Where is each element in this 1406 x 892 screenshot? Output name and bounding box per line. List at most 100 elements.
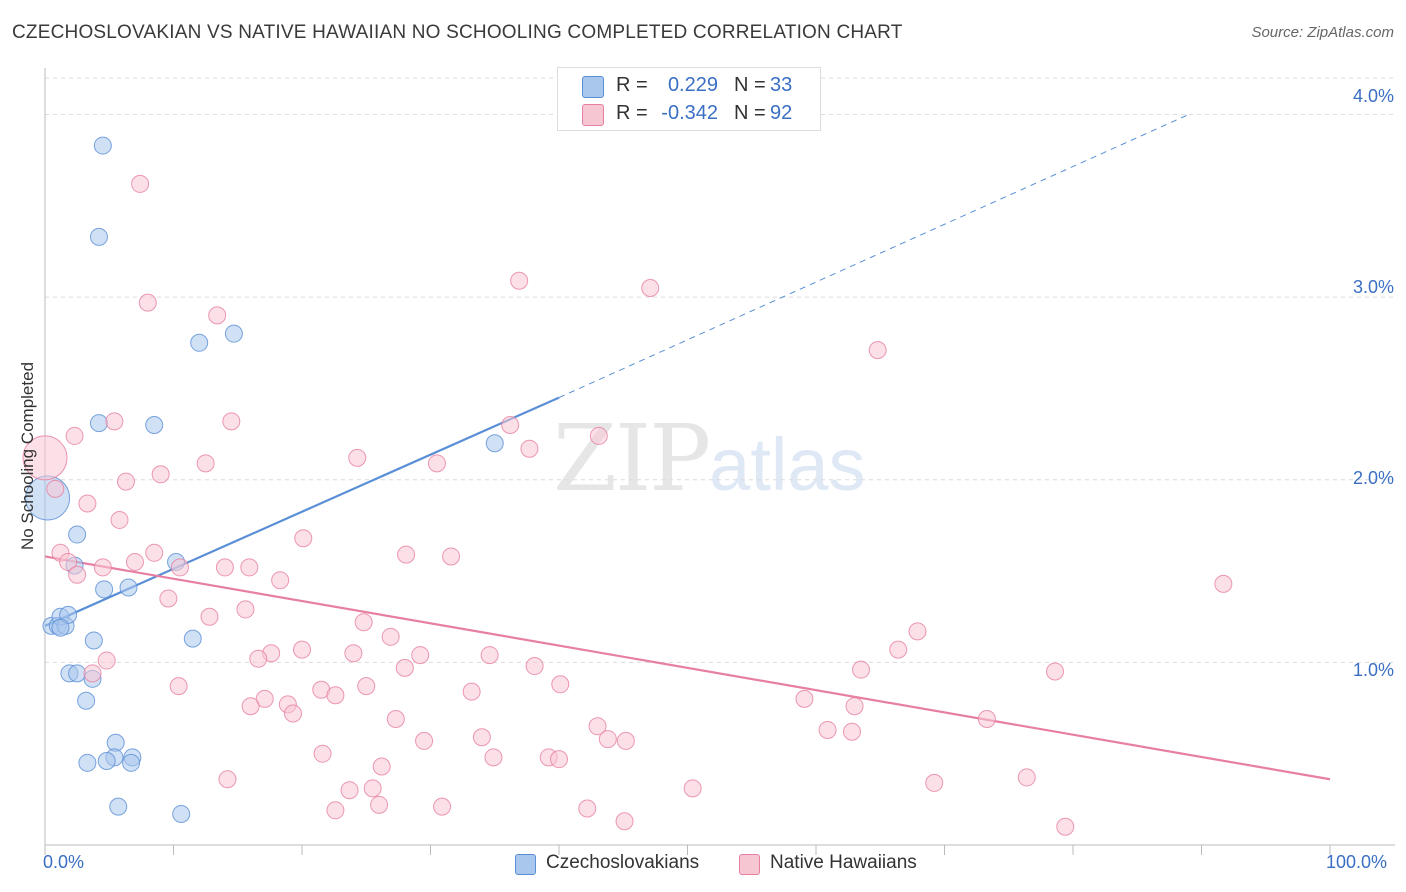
native-hawaiian-point: [484, 748, 503, 767]
legend-row-czechoslovakians: R = 0.229 N = 33: [558, 73, 820, 101]
native-hawaiian-point: [818, 720, 837, 739]
czechoslovakian-point: [89, 227, 108, 246]
r-value: -0.342: [661, 102, 718, 124]
native-hawaiian-point: [125, 552, 144, 571]
native-hawaiian-point: [510, 271, 529, 290]
native-hawaiian-point: [578, 799, 597, 818]
native-hawaiian-point: [46, 479, 65, 498]
native-hawaiian-point: [344, 644, 363, 663]
czechoslovakian-point: [68, 664, 87, 683]
native-hawaiian-point: [240, 558, 259, 577]
native-hawaiian-point: [395, 658, 414, 677]
axes: [44, 68, 1395, 855]
native-hawaiian-point: [357, 677, 376, 696]
legend-label: Czechoslovakians: [546, 852, 700, 873]
native-hawaiian-point: [683, 779, 702, 798]
native-hawaiian-point: [415, 731, 434, 750]
watermark-atlas: atlas: [709, 423, 866, 506]
trend-line-extension: [558, 114, 1189, 399]
native-hawaiian-point: [326, 686, 345, 705]
native-hawaiian-point: [294, 529, 313, 548]
native-hawaiian-point: [598, 730, 617, 749]
native-hawaiian-point: [326, 801, 345, 820]
czechoslovakian-point: [190, 333, 209, 352]
czechoslovakian-point: [84, 631, 103, 650]
native-hawaiian-point: [589, 426, 608, 445]
trend-line-native-hawaiians: [44, 555, 1331, 781]
native-hawaiian-point: [381, 627, 400, 646]
y-tick-3: 3.0%: [1352, 277, 1394, 297]
native-hawaiian-point: [138, 293, 157, 312]
native-hawaiian-point: [525, 657, 544, 676]
czechoslovakian-point: [68, 525, 87, 544]
native-hawaiian-point: [1017, 768, 1036, 787]
czechoslovakian-point: [95, 580, 114, 599]
native-hawaiian-point: [93, 558, 112, 577]
native-hawaiian-point: [22, 435, 68, 481]
native-hawaiian-point: [78, 494, 97, 513]
native-hawaiian-point: [200, 607, 219, 626]
native-hawaiian-point: [145, 543, 164, 562]
n-value: 33: [770, 74, 793, 96]
native-hawaiian-point: [616, 731, 635, 750]
watermark-zip: ZIP: [553, 405, 711, 512]
native-hawaiian-point: [116, 472, 135, 491]
legend-swatch-czechoslovakians: [582, 76, 604, 98]
czechoslovakian-point: [122, 753, 141, 772]
n-label: N =: [734, 74, 766, 96]
y-tick-1: 1.0%: [1352, 660, 1394, 680]
watermark: ZIPatlas: [553, 405, 865, 512]
native-hawaiian-point: [397, 545, 416, 564]
native-hawaiian-point: [472, 728, 491, 747]
native-hawaiian-point: [386, 709, 405, 728]
czechoslovakian-point: [109, 797, 128, 816]
czechoslovakian-point: [224, 324, 243, 343]
native-hawaiian-point: [241, 697, 260, 716]
native-hawaiian-point: [908, 622, 927, 641]
native-hawaiian-point: [236, 600, 255, 619]
czechoslovakian-point: [119, 578, 138, 597]
czechoslovakian-point: [485, 434, 504, 453]
native-hawaiian-point: [293, 640, 311, 659]
native-hawaiian-point: [196, 454, 215, 473]
r-value: 0.229: [667, 74, 718, 96]
native-hawaiian-point: [795, 689, 814, 708]
native-hawaiian-point: [105, 412, 124, 431]
native-hawaiian-point: [215, 558, 234, 577]
y-axis-label: No Schooling Completed: [18, 361, 37, 551]
data-points: [22, 136, 1233, 836]
native-hawaiian-point: [68, 565, 87, 584]
legend-swatch-native-hawaiians: [739, 854, 760, 875]
native-hawaiian-point: [462, 682, 481, 701]
correlation-legend: R = 0.229 N = 33 R = -0.342 N = 92: [557, 67, 821, 131]
native-hawaiian-point: [551, 675, 570, 694]
czechoslovakian-point: [97, 751, 116, 770]
y-tick-2: 2.0%: [1352, 468, 1394, 488]
chart-title: CZECHOSLOVAKIAN VS NATIVE HAWAIIAN NO SC…: [12, 22, 903, 43]
native-hawaiian-point: [845, 697, 864, 716]
source-label: Source: ZipAtlas.com: [1251, 24, 1394, 41]
native-hawaiian-point: [427, 454, 446, 473]
native-hawaiian-point: [1056, 817, 1075, 836]
czechoslovakian-point: [51, 618, 70, 637]
r-label: R =: [616, 102, 648, 124]
native-hawaiian-point: [340, 781, 359, 800]
czechoslovakian-point: [89, 414, 108, 433]
czechoslovakian-point: [93, 136, 112, 155]
trend-lines: [44, 114, 1331, 781]
x-tick-left: 0.0%: [43, 852, 85, 872]
r-label: R =: [616, 74, 648, 96]
native-hawaiian-point: [588, 717, 607, 736]
native-hawaiian-point: [501, 415, 520, 434]
native-hawaiian-point: [249, 649, 268, 668]
native-hawaiian-point: [363, 779, 382, 798]
native-hawaiian-point: [354, 613, 373, 632]
native-hawaiian-point: [218, 770, 237, 789]
native-hawaiian-point: [550, 750, 568, 769]
native-hawaiian-point: [480, 646, 499, 665]
native-hawaiian-point: [1214, 574, 1233, 593]
native-hawaiian-point: [411, 646, 430, 665]
native-hawaiian-point: [97, 651, 116, 670]
native-hawaiian-point: [208, 306, 227, 325]
